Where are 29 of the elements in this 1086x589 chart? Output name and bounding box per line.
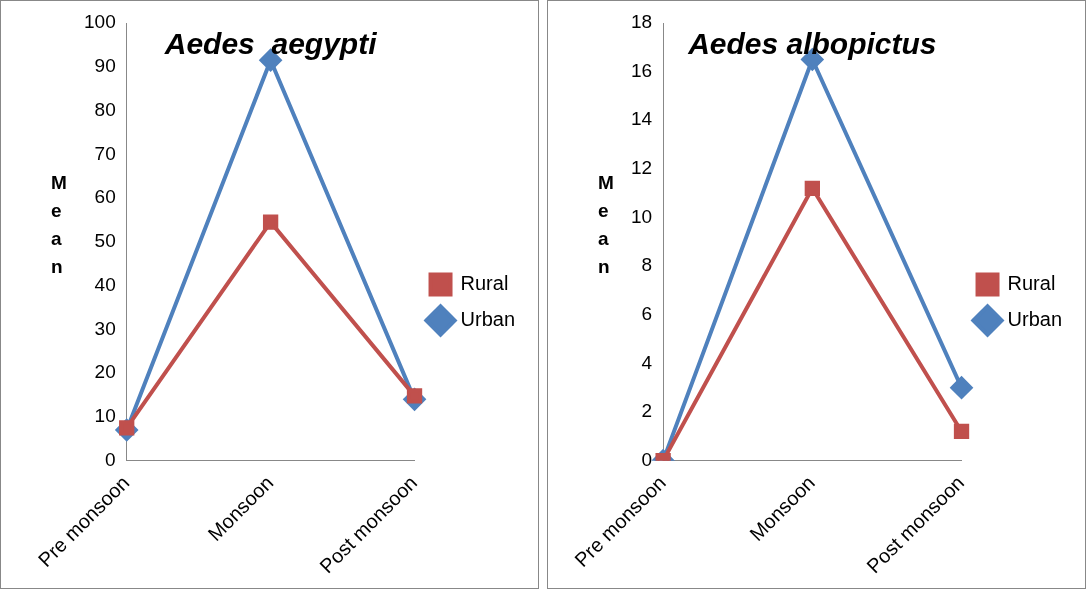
y-tick-label: 30: [94, 317, 116, 339]
y-tick-label: 8: [641, 254, 653, 276]
chart-title: Aedes aegypti: [163, 27, 378, 61]
legend-label: Urban: [1007, 308, 1063, 331]
y-tick-label: 0: [105, 448, 116, 470]
y-tick-label: 18: [630, 11, 653, 33]
y-axis-title: Mean: [51, 171, 67, 279]
y-tick-label: 4: [641, 351, 653, 373]
y-tick-label: 10: [94, 405, 116, 427]
y-tick-label: 20: [94, 361, 116, 383]
y-tick-label: 6: [641, 302, 653, 324]
y-axis-title: Mean: [598, 171, 614, 279]
y-tick-label: 50: [94, 230, 116, 252]
y-tick-label: 60: [94, 186, 116, 208]
y-tick-label: 100: [84, 11, 116, 33]
chart-title: Aedes albopictus: [687, 27, 937, 61]
y-tick-label: 10: [630, 205, 653, 227]
legend-label: Rural: [1007, 272, 1056, 295]
y-tick-label: 16: [630, 59, 653, 81]
y-tick-label: 0: [641, 448, 653, 470]
y-tick-label: 14: [630, 108, 653, 130]
legend-label: Rural: [460, 272, 509, 295]
legend-label: Urban: [460, 308, 516, 331]
y-tick-label: 12: [630, 157, 653, 179]
y-tick-label: 80: [94, 98, 116, 120]
y-tick-label: 70: [94, 142, 116, 164]
y-tick-label: 40: [94, 273, 116, 295]
y-tick-label: 90: [94, 55, 116, 76]
y-tick-label: 2: [641, 400, 653, 422]
